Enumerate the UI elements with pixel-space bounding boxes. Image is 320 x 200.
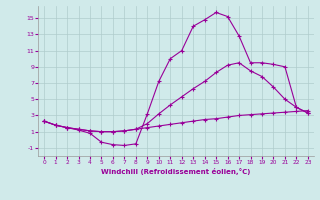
- X-axis label: Windchill (Refroidissement éolien,°C): Windchill (Refroidissement éolien,°C): [101, 168, 251, 175]
